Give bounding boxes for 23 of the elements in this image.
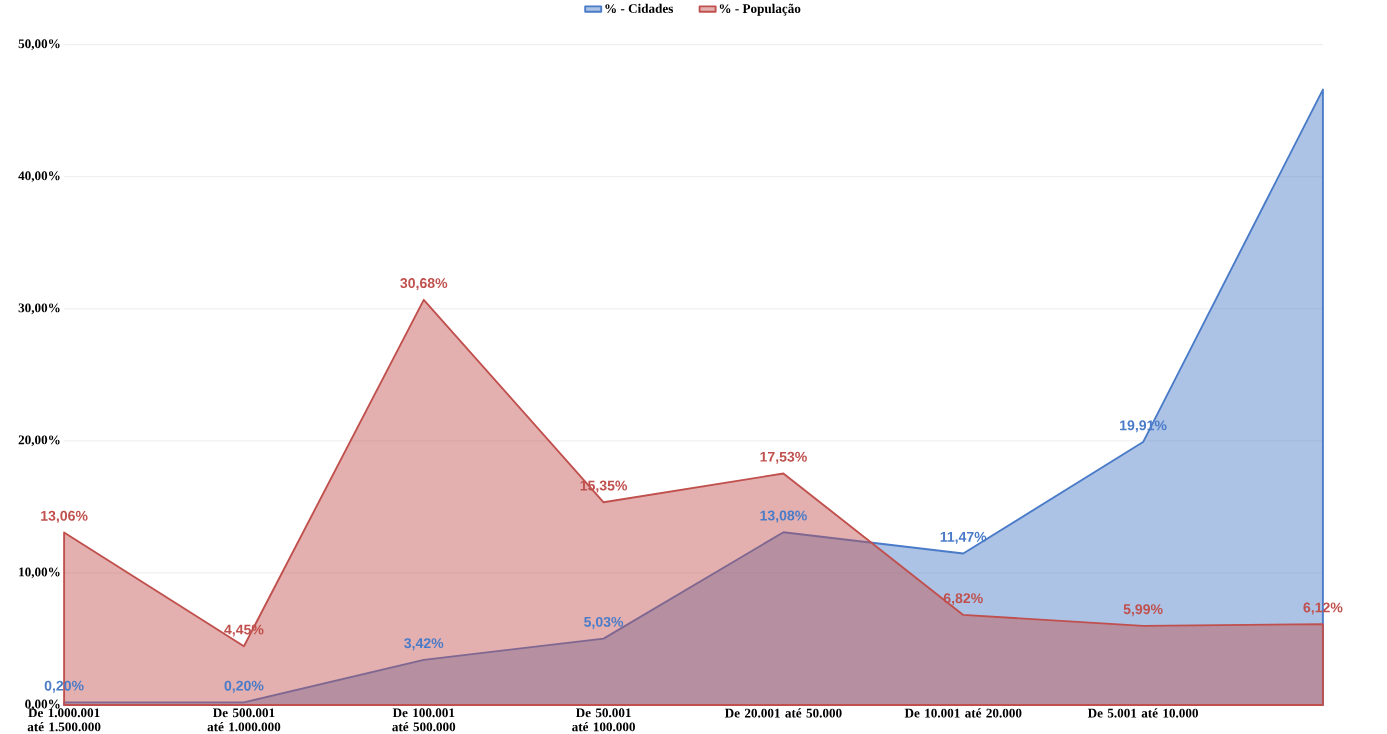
- data-label: 30,68%: [400, 277, 448, 290]
- legend-label: % - Cidades: [605, 3, 674, 13]
- x-tick-label: De 20.001 até 50.000: [724, 708, 842, 718]
- data-label: 17,53%: [760, 451, 807, 464]
- data-label: 11,47%: [940, 531, 987, 544]
- y-tick-label: 20,00%: [18, 435, 60, 447]
- x-tick-label: De 10.001 até 20.000: [904, 708, 1022, 718]
- x-tick-label: De 50.001 até 100.000: [572, 708, 635, 732]
- y-tick-label: 50,00%: [18, 39, 60, 50]
- y-tick-label: 10,00%: [19, 567, 60, 579]
- data-label: 3,42%: [404, 637, 444, 650]
- x-tick-label: De 5.001 até 10.000: [1087, 708, 1198, 718]
- data-label: 13,06%: [41, 510, 88, 523]
- data-label: 5,99%: [1123, 603, 1163, 616]
- data-label: 13,08%: [760, 510, 807, 523]
- data-label: 6,82%: [943, 593, 983, 606]
- y-tick-label: 30,00%: [18, 303, 60, 314]
- data-label: 5,03%: [584, 616, 624, 629]
- data-label: 0,20%: [224, 680, 264, 693]
- y-tick-label: 40,00%: [18, 171, 60, 182]
- x-tick-label: De 100.001 até 500.000: [392, 708, 456, 732]
- x-tick-label: De 500.001 até 1.000.000: [207, 708, 281, 732]
- legend-label: % - População: [719, 3, 801, 16]
